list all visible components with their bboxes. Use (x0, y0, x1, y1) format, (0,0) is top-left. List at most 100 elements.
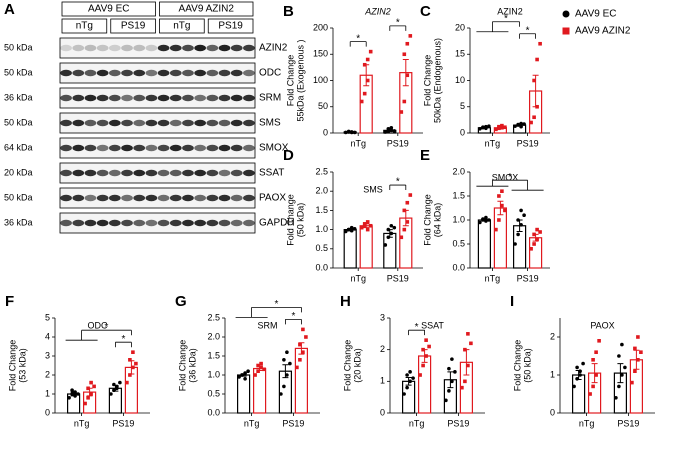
y-axis-label: (50 kDa) (295, 203, 305, 238)
x-tick-label: PS19 (112, 418, 134, 428)
data-point (125, 380, 129, 385)
blot-band (157, 144, 170, 152)
data-point (73, 394, 77, 398)
data-point (86, 386, 90, 391)
error-bar (532, 74, 539, 108)
data-point (389, 223, 394, 228)
blot-band (108, 119, 121, 127)
data-point (279, 392, 283, 396)
data-point (535, 104, 539, 109)
blot-band (108, 44, 121, 52)
y-axis-label: (20 kDa) (352, 348, 362, 383)
data-point (362, 223, 367, 228)
blot-band (84, 169, 97, 177)
data-point (581, 361, 585, 366)
y-tick-label: 0 (45, 407, 50, 417)
data-point (399, 235, 404, 240)
blot-band (157, 219, 170, 227)
blot-band (182, 69, 194, 77)
data-point (408, 379, 412, 384)
data-point (500, 123, 504, 128)
data-point (389, 125, 394, 130)
blot-band (230, 219, 243, 227)
data-point (487, 218, 491, 222)
data-point (572, 384, 576, 389)
panel-letter: E (420, 147, 430, 164)
legend-label: AAV9 AZIN2 (575, 26, 631, 37)
data-point (349, 228, 354, 233)
data-point (478, 220, 482, 225)
blot-band (230, 44, 243, 52)
blot-band (145, 119, 158, 127)
blot-band (145, 69, 158, 77)
data-point (636, 335, 640, 339)
y-axis-label: (64 kDa) (432, 203, 442, 238)
blot-strip (59, 37, 256, 59)
data-point (594, 373, 598, 377)
kda-label: 36 kDa (4, 217, 33, 227)
data-point (484, 219, 488, 223)
blot-band (145, 94, 158, 102)
bar (359, 225, 373, 269)
y-axis-label: (36 kDa) (187, 348, 197, 383)
significance-bracket (235, 307, 302, 318)
blot-band (60, 219, 72, 227)
data-point (365, 57, 370, 62)
blot-band (230, 119, 243, 127)
data-point (405, 200, 410, 205)
blot-band (121, 44, 133, 52)
y-tick-label: 1.5 (452, 190, 465, 200)
significance-label: * (356, 33, 360, 44)
y-tick-label: 1.5 (315, 205, 328, 215)
data-point (516, 122, 520, 127)
significance-label: * (415, 322, 419, 333)
subgroup-label: nTg (76, 21, 93, 32)
blot-band (157, 44, 170, 52)
data-point (484, 215, 488, 220)
data-point (67, 396, 71, 400)
blot-band (96, 169, 109, 177)
y-tick-label: 0 (323, 127, 328, 137)
data-point (243, 371, 247, 375)
data-point (389, 128, 394, 133)
data-point (463, 379, 467, 384)
blot-band (133, 194, 146, 202)
blot-band (60, 44, 72, 52)
y-tick-label: 50 (318, 101, 328, 111)
blot-band (169, 144, 182, 152)
chart-title: SRM (258, 320, 278, 330)
bar (237, 374, 251, 414)
subgroup-box (110, 18, 156, 34)
data-point (259, 361, 263, 366)
data-point (408, 370, 412, 374)
data-point (444, 398, 448, 403)
data-point (298, 342, 302, 347)
data-point (535, 227, 539, 232)
blot-band (243, 119, 255, 127)
blot-band (243, 194, 255, 202)
blot-band (243, 94, 255, 102)
data-point (359, 99, 364, 104)
blot-band (133, 169, 146, 177)
panel-letter: A (4, 1, 15, 18)
significance-label: * (396, 177, 400, 188)
data-point (298, 358, 302, 362)
data-point (503, 208, 507, 213)
blot-band (194, 169, 207, 177)
blot-band (157, 69, 170, 77)
y-axis-label: Fold Change (342, 340, 352, 392)
blot-band (182, 194, 194, 202)
blot-band (84, 94, 97, 102)
data-point (89, 380, 93, 385)
data-point (516, 218, 520, 222)
bar (108, 387, 123, 414)
blot-band (96, 44, 109, 52)
data-point (478, 127, 482, 131)
blot-band (145, 169, 158, 177)
blot-band (206, 194, 219, 202)
significance-bracket (389, 25, 407, 31)
data-point (131, 350, 135, 354)
data-point (481, 125, 485, 130)
blot-band (243, 219, 255, 227)
y-tick-label: 2 (45, 369, 50, 379)
